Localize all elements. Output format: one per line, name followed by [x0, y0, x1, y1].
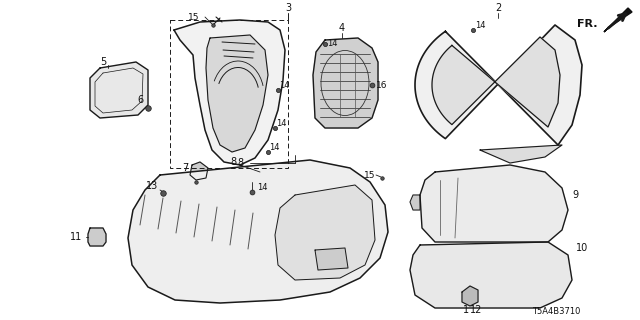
- Text: 8: 8: [230, 157, 236, 167]
- Polygon shape: [604, 8, 632, 32]
- Polygon shape: [313, 38, 378, 128]
- Text: 3: 3: [285, 3, 291, 13]
- Text: 14: 14: [475, 20, 485, 29]
- Polygon shape: [462, 286, 478, 306]
- Text: 12: 12: [470, 305, 482, 315]
- Text: 14: 14: [279, 81, 289, 90]
- Text: 1: 1: [463, 305, 469, 315]
- Text: 16: 16: [376, 81, 388, 90]
- Polygon shape: [88, 228, 106, 246]
- Text: 14: 14: [257, 182, 268, 191]
- Text: 14: 14: [269, 142, 279, 151]
- Polygon shape: [174, 20, 285, 165]
- Text: 11: 11: [70, 232, 82, 242]
- Text: 2: 2: [495, 3, 501, 13]
- Polygon shape: [410, 195, 420, 210]
- Text: 13: 13: [146, 181, 158, 191]
- Text: 9: 9: [572, 190, 578, 200]
- Polygon shape: [480, 145, 562, 163]
- Text: 8: 8: [237, 158, 243, 168]
- Polygon shape: [415, 25, 582, 145]
- Text: 15: 15: [364, 171, 376, 180]
- Polygon shape: [315, 248, 348, 270]
- Bar: [170, 20, 288, 168]
- Text: FR.: FR.: [577, 19, 598, 29]
- Polygon shape: [206, 35, 268, 152]
- Polygon shape: [432, 37, 560, 127]
- Text: T5A4B3710: T5A4B3710: [532, 308, 580, 316]
- Text: 15: 15: [188, 12, 200, 21]
- Polygon shape: [275, 185, 375, 280]
- Text: 7: 7: [182, 163, 188, 173]
- Polygon shape: [420, 165, 568, 242]
- Polygon shape: [90, 62, 148, 118]
- Text: 10: 10: [576, 243, 588, 253]
- Polygon shape: [190, 162, 208, 180]
- Polygon shape: [128, 160, 388, 303]
- Text: 4: 4: [339, 23, 345, 33]
- Polygon shape: [410, 242, 572, 308]
- Text: 5: 5: [100, 57, 106, 67]
- Text: 14: 14: [327, 39, 337, 49]
- Text: 14: 14: [276, 118, 286, 127]
- Text: 6: 6: [137, 95, 143, 105]
